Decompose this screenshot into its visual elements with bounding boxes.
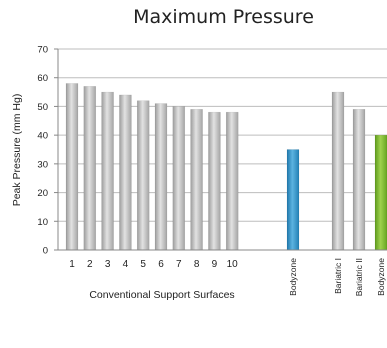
x-tick-label: 8 (194, 259, 200, 270)
y-tick-label: 20 (37, 188, 48, 199)
bar-12 (332, 92, 344, 250)
bar-4 (119, 95, 131, 250)
y-tick-label: 60 (37, 73, 48, 84)
bar-10 (226, 112, 238, 250)
y-tick-label: 30 (37, 159, 48, 170)
x-axis-label: Conventional Support Surfaces (89, 289, 234, 301)
x-tick-label: 7 (176, 259, 182, 270)
x-tick-label: 10 (227, 259, 239, 270)
y-tick-label: 0 (43, 246, 48, 257)
y-tick-label: 50 (37, 102, 48, 113)
bar-13 (353, 109, 365, 250)
bars (66, 83, 387, 250)
bar-11 (287, 150, 299, 251)
bar-2 (84, 86, 96, 250)
x-tick-label: 3 (105, 259, 111, 270)
x-tick-label: Bodyzone (288, 258, 298, 296)
x-tick-label: Bodyzone (376, 258, 386, 296)
x-tick-label: 4 (123, 259, 129, 270)
bar-6 (155, 104, 167, 250)
bar-5 (137, 101, 149, 250)
bar-14 (375, 135, 387, 250)
x-tick-label: 5 (140, 259, 146, 270)
x-tick-label: Bariatric II (354, 258, 364, 296)
x-tick-label: 1 (69, 259, 75, 270)
bar-9 (208, 112, 220, 250)
y-tick-label: 10 (37, 217, 48, 228)
bar-1 (66, 83, 78, 250)
x-tick-label: 9 (212, 259, 218, 270)
y-tick-label: 40 (37, 131, 48, 142)
x-tick-label: Bariatric I (333, 258, 343, 294)
bar-8 (191, 109, 203, 250)
x-tick-label: 2 (87, 259, 93, 270)
y-tick-label: 70 (37, 45, 48, 56)
bar-3 (102, 92, 114, 250)
y-axis-label: Peak Pressure (mm Hg) (11, 94, 23, 207)
bar-7 (173, 106, 185, 250)
x-tick-label: 6 (158, 259, 164, 270)
